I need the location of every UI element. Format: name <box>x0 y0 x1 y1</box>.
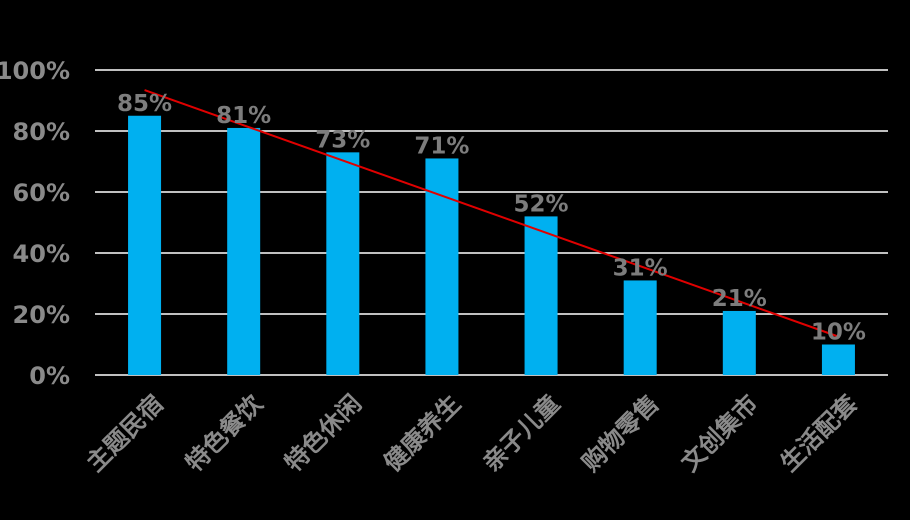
data-label: 85% <box>117 91 172 117</box>
bar <box>623 280 657 375</box>
data-label: 52% <box>514 191 569 217</box>
bar <box>524 216 558 375</box>
data-label: 73% <box>315 127 370 153</box>
category-label: 特色休闲 <box>279 389 367 477</box>
category-label: 特色餐饮 <box>180 389 268 477</box>
bar <box>425 158 459 375</box>
bar <box>722 310 756 375</box>
category-label: 健康养生 <box>378 389 466 477</box>
bar <box>128 115 162 375</box>
y-tick-label: 20% <box>13 301 70 329</box>
bar <box>227 127 261 375</box>
category-label: 亲子儿童 <box>478 389 566 477</box>
y-axis-tick-labels: 0% 20% 40% 60% 80% 100% <box>0 57 70 390</box>
data-label: 71% <box>414 133 469 159</box>
bar <box>821 344 855 375</box>
data-label: 31% <box>613 255 668 281</box>
y-tick-label: 100% <box>0 57 70 85</box>
category-label: 文创集市 <box>676 389 764 477</box>
category-label: 购物零售 <box>577 389 665 477</box>
category-label: 主题民宿 <box>81 389 169 477</box>
y-tick-label: 0% <box>29 362 70 390</box>
gridlines <box>95 69 888 376</box>
x-axis-category-labels: 主题民宿 特色餐饮 特色休闲 健康养生 亲子儿童 购物零售 文创集市 生活配套 <box>81 389 863 477</box>
bar <box>326 152 360 375</box>
data-label: 21% <box>712 286 767 312</box>
y-tick-label: 40% <box>13 240 70 268</box>
data-labels: 85% 81% 73% 71% 52% 31% 21% 10% <box>117 91 866 346</box>
trend-line <box>144 89 839 338</box>
bars <box>128 115 855 375</box>
y-tick-label: 80% <box>13 118 70 146</box>
y-tick-label: 60% <box>13 179 70 207</box>
data-label: 81% <box>216 103 271 129</box>
data-label: 10% <box>811 320 866 346</box>
category-label: 生活配套 <box>775 389 863 477</box>
